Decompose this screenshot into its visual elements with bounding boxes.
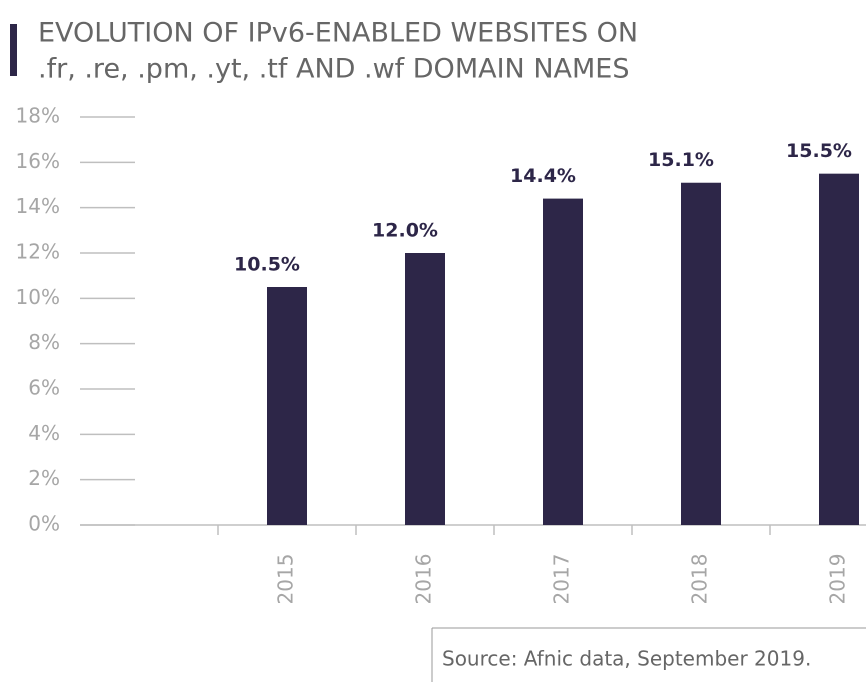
x-tick-label: 2018 bbox=[688, 554, 712, 605]
y-tick-label: 0% bbox=[28, 512, 60, 536]
title-accent bbox=[10, 24, 17, 76]
y-tick-label: 18% bbox=[16, 104, 60, 128]
y-tick-label: 2% bbox=[28, 466, 60, 490]
bar bbox=[543, 198, 583, 525]
value-label: 15.5% bbox=[786, 140, 852, 162]
value-label: 14.4% bbox=[510, 165, 576, 187]
x-tick-label: 2016 bbox=[412, 554, 436, 605]
bar bbox=[681, 182, 721, 525]
y-tick-label: 14% bbox=[16, 194, 60, 218]
y-tick-label: 10% bbox=[16, 285, 60, 309]
y-tick-label: 4% bbox=[28, 421, 60, 445]
chart-title: EVOLUTION OF IPv6-ENABLED WEBSITES ON bbox=[38, 18, 638, 49]
y-tick-label: 12% bbox=[16, 240, 60, 264]
value-label: 12.0% bbox=[372, 220, 438, 242]
x-tick-label: 2015 bbox=[274, 554, 298, 605]
x-tick-label: 2019 bbox=[826, 554, 850, 605]
chart-title: .fr, .re, .pm, .yt, .tf AND .wf DOMAIN N… bbox=[38, 54, 629, 85]
x-tick-label: 2017 bbox=[550, 554, 574, 605]
y-tick-label: 6% bbox=[28, 376, 60, 400]
bar bbox=[819, 173, 859, 525]
source-note: Source: Afnic data, September 2019. bbox=[442, 647, 811, 671]
value-label: 10.5% bbox=[234, 254, 300, 276]
bar bbox=[405, 253, 445, 525]
y-tick-label: 16% bbox=[16, 149, 60, 173]
value-label: 15.1% bbox=[648, 149, 714, 171]
bar bbox=[267, 287, 307, 525]
y-tick-label: 8% bbox=[28, 330, 60, 354]
